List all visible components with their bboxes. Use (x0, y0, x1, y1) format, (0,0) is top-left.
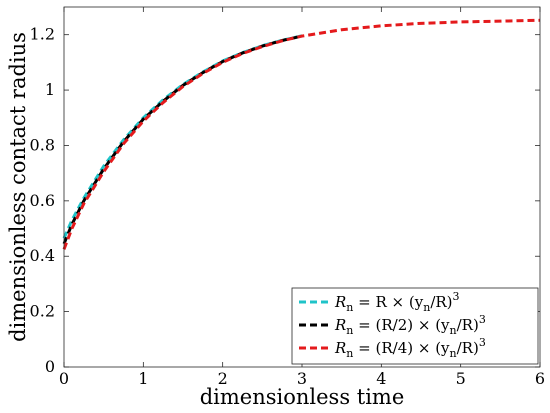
legend-label-2: Rn = (R/2) × (yn/R)3 (334, 313, 486, 337)
legend-label-1: Rn = R × (yn/R)3 (334, 290, 460, 314)
x-tick-label: 3 (297, 369, 307, 388)
y-tick-label: 1 (45, 80, 55, 99)
x-axis-label: dimensionless time (200, 385, 405, 409)
axes-layer: 0 1 2 3 4 5 6 0 0.2 0.4 0.6 0.8 1 1.2 (30, 6, 545, 388)
x-tick-label: 5 (456, 369, 466, 388)
legend-box (291, 287, 539, 365)
y-tick-label: 1.2 (30, 25, 55, 44)
series-line-3 (62, 18, 541, 250)
y-tick-label: 0.8 (30, 135, 55, 154)
x-tick-label: 4 (376, 369, 386, 388)
y-tick-label: 0.4 (30, 246, 55, 265)
y-tick-label: 0.6 (30, 191, 55, 210)
y-tick-label: 0.2 (30, 302, 55, 321)
x-tick-label: 1 (138, 369, 148, 388)
y-tick-label: 0 (45, 357, 55, 376)
x-tick-label: 0 (59, 369, 69, 388)
y-axis-label: dimensionless contact radius (6, 32, 30, 342)
legend: Rn = R × (yn/R)3Rn = (R/2) × (yn/R)3Rn =… (291, 287, 539, 365)
x-tick-label: 2 (218, 369, 228, 388)
legend-label-3: Rn = (R/4) × (yn/R)3 (334, 336, 486, 360)
x-tick-label: 6 (535, 369, 545, 388)
series-layer (62, 18, 541, 250)
